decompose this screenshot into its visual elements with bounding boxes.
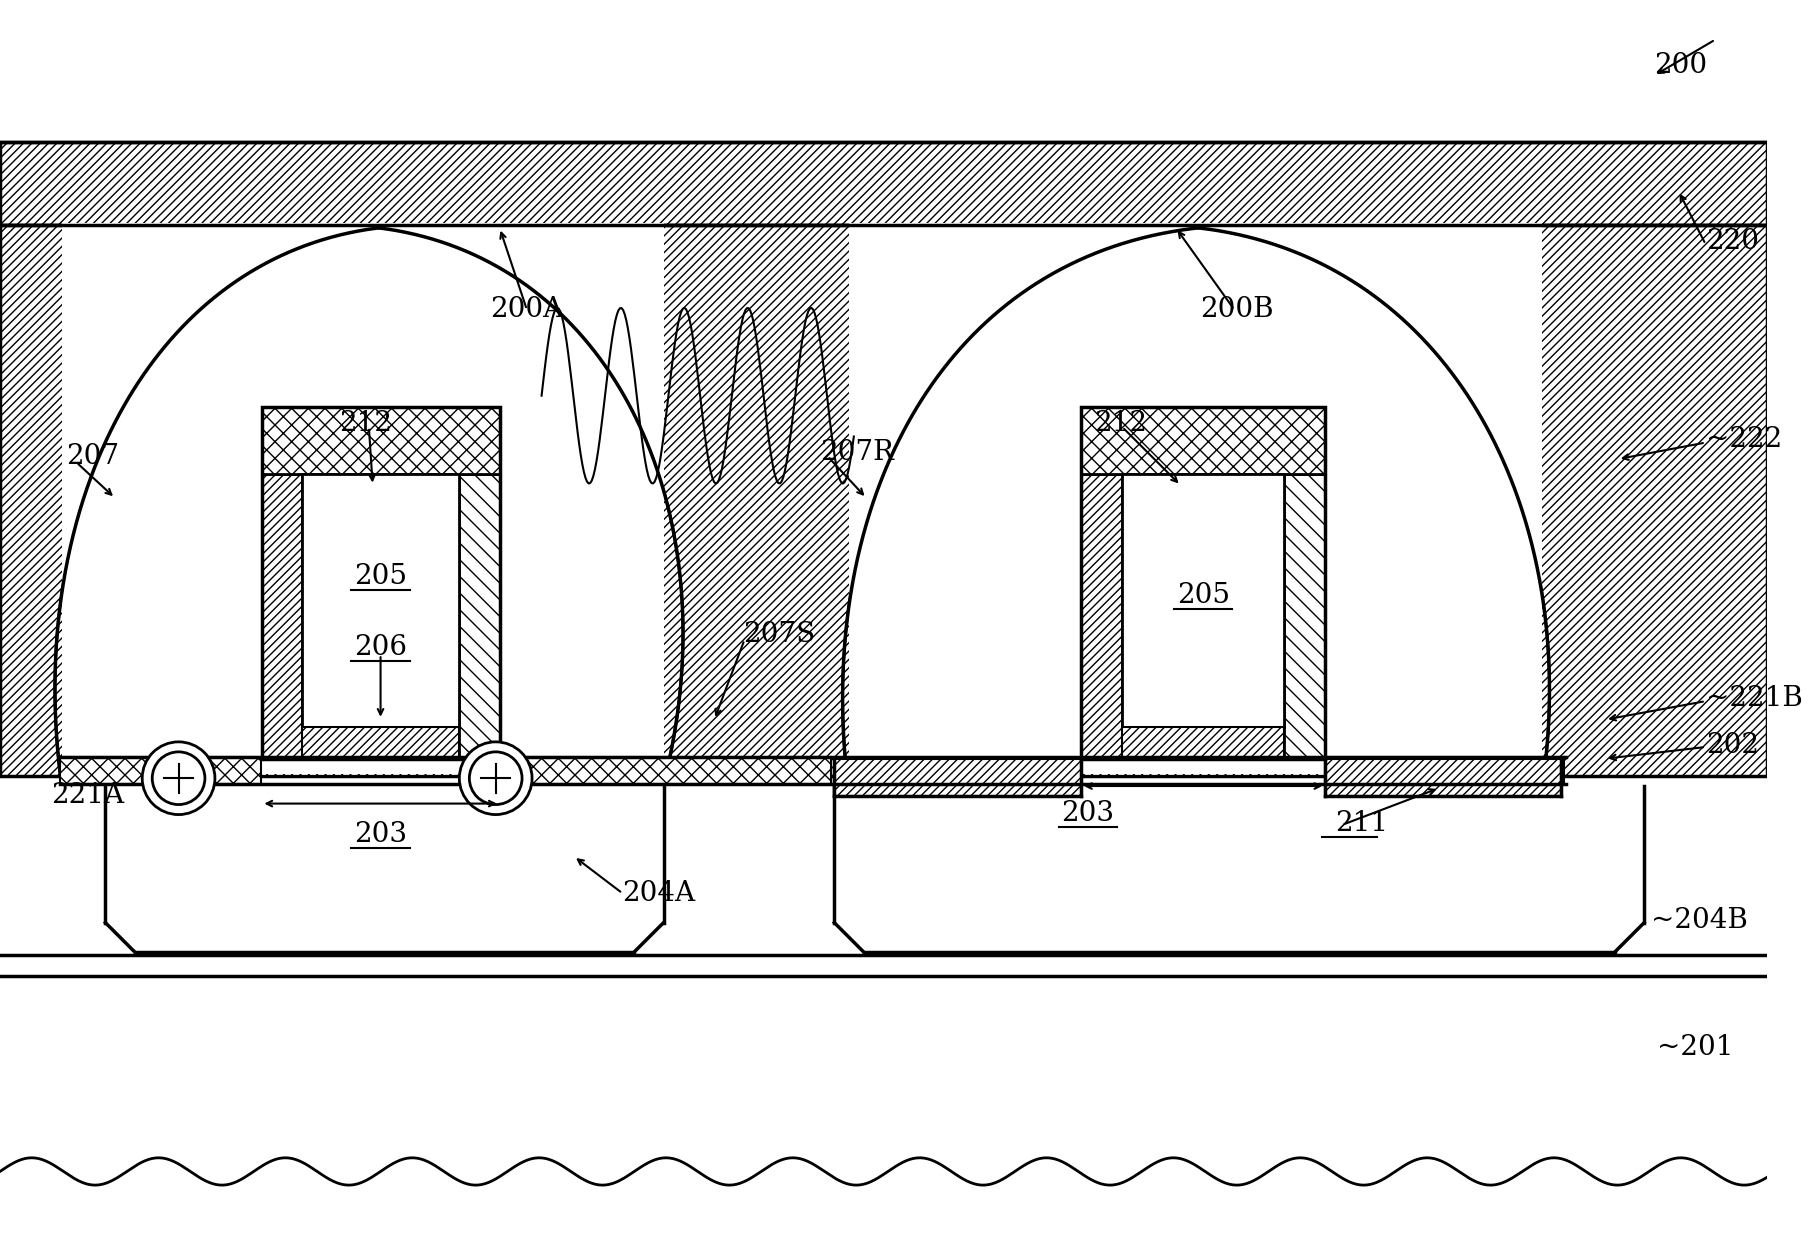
- Circle shape: [460, 742, 532, 814]
- Bar: [1123, 728, 1284, 758]
- Text: ~201: ~201: [1657, 1035, 1733, 1061]
- Text: 200: 200: [1653, 53, 1708, 79]
- Bar: [261, 408, 500, 758]
- Bar: [849, 223, 1541, 774]
- Text: 207R: 207R: [820, 439, 893, 465]
- Bar: [1326, 758, 1561, 796]
- Text: 200B: 200B: [1201, 296, 1275, 323]
- Bar: [261, 408, 500, 758]
- Text: 207S: 207S: [744, 622, 815, 648]
- Text: 205: 205: [355, 563, 407, 589]
- Polygon shape: [54, 228, 683, 777]
- Bar: [0, 143, 1768, 225]
- Text: 207: 207: [67, 443, 120, 469]
- Bar: [0, 225, 1768, 777]
- Bar: [1123, 474, 1284, 728]
- Text: 212: 212: [339, 409, 393, 437]
- Text: 202: 202: [1706, 732, 1758, 758]
- Text: 203: 203: [1061, 799, 1114, 827]
- Text: 220: 220: [1706, 228, 1758, 255]
- Text: 221A: 221A: [51, 782, 123, 809]
- Text: ~222: ~222: [1706, 427, 1782, 453]
- Circle shape: [469, 752, 522, 804]
- Circle shape: [152, 752, 205, 804]
- Bar: [62, 223, 663, 774]
- Text: 206: 206: [355, 634, 407, 661]
- Bar: [458, 474, 500, 758]
- Bar: [1284, 474, 1326, 758]
- Text: 205: 205: [1177, 582, 1230, 609]
- Text: ~221B: ~221B: [1706, 684, 1802, 712]
- Bar: [1326, 757, 1565, 784]
- Bar: [1081, 474, 1123, 758]
- Bar: [60, 757, 261, 784]
- Text: 212: 212: [1094, 409, 1146, 437]
- Bar: [261, 408, 500, 474]
- Bar: [1081, 408, 1326, 758]
- Bar: [302, 728, 458, 758]
- Text: 204A: 204A: [623, 879, 695, 907]
- Bar: [261, 474, 302, 758]
- Polygon shape: [842, 228, 1550, 777]
- Bar: [1081, 408, 1326, 474]
- Bar: [500, 757, 831, 784]
- Text: ~204B: ~204B: [1652, 907, 1748, 934]
- Text: 200A: 200A: [491, 296, 563, 323]
- Bar: [302, 474, 458, 728]
- Text: 203: 203: [355, 822, 407, 848]
- Bar: [1081, 408, 1326, 758]
- Bar: [835, 758, 1081, 796]
- Circle shape: [143, 742, 216, 814]
- Text: 211: 211: [1335, 809, 1387, 837]
